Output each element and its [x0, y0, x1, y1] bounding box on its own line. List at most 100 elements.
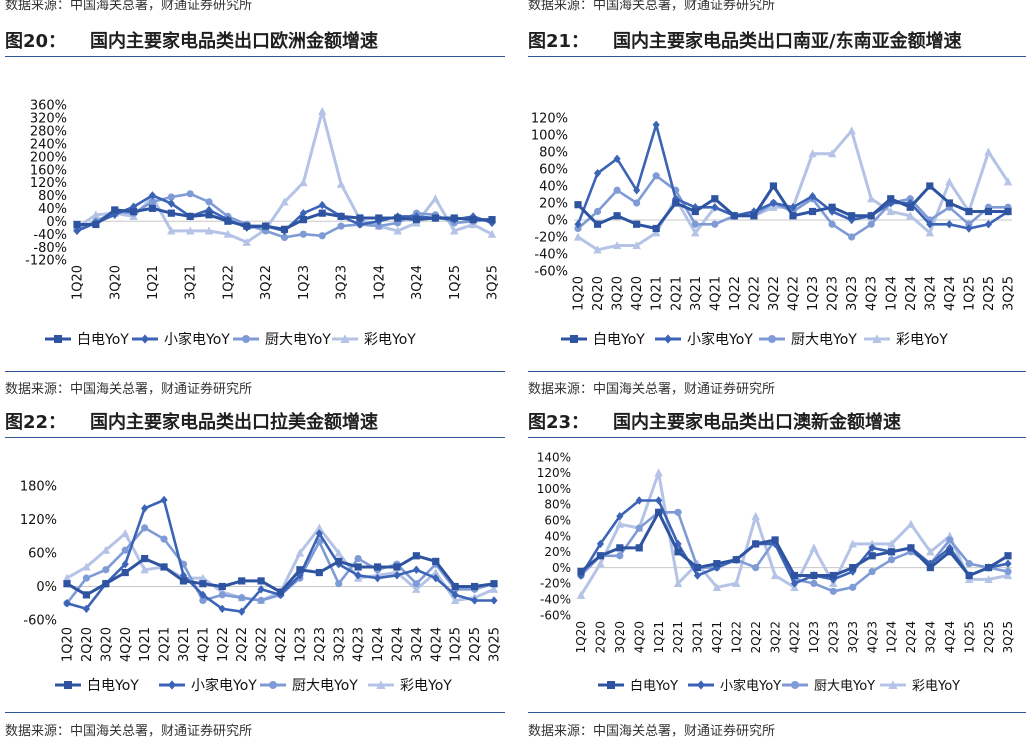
data-point [906, 195, 914, 203]
data-point [593, 220, 602, 228]
data-point [451, 590, 459, 600]
data-point [160, 563, 168, 571]
chart-south-asia: -60% -40% -20% 0% 20% 40% 60% 80% 100% 120% 1Q20 2Q… [531, 112, 1017, 349]
x-tick-label: 2Q24 [904, 276, 919, 311]
data-point [375, 214, 383, 222]
x-tick-label: 1Q24 [371, 627, 386, 662]
legend-marker [64, 681, 72, 689]
legend-label: 彩电YoY [896, 332, 948, 348]
data-point [906, 211, 915, 220]
x-tick-label: 1Q23 [806, 276, 821, 311]
data-point [205, 211, 213, 219]
data-point [167, 199, 175, 208]
chart-bottom-rule [528, 371, 1026, 372]
data-point [828, 220, 836, 228]
data-point [945, 199, 953, 207]
x-tick-label: 2Q22 [235, 627, 250, 662]
data-point [789, 212, 797, 220]
data-point [926, 182, 934, 190]
data-point [613, 186, 621, 194]
legend-marker [697, 680, 705, 690]
data-point [848, 539, 857, 548]
data-point [73, 226, 81, 236]
x-tick-label: 3Q22 [768, 621, 782, 653]
data-point [906, 198, 914, 208]
data-point [769, 182, 778, 190]
figure-number: 图23： [528, 412, 590, 433]
data-point [121, 529, 130, 538]
x-tick-label: 4Q21 [708, 276, 723, 311]
legend-label: 厨大电YoY [814, 679, 875, 694]
data-point [906, 519, 916, 528]
data-point [750, 212, 758, 220]
legend-label: 小家电YoY [164, 331, 230, 348]
x-tick-label: 1Q21 [146, 265, 161, 300]
y-tick-label: 120% [30, 176, 67, 191]
data-point [148, 191, 157, 200]
figure-number: 图20： [5, 31, 67, 52]
data-point [490, 596, 498, 605]
data-point [315, 529, 323, 538]
legend-label: 白电YoY [87, 678, 139, 694]
data-point [593, 245, 602, 254]
y-tick-label: -60% [540, 608, 571, 622]
y-tick-label: 240% [30, 137, 67, 152]
y-tick-label: -60% [534, 265, 568, 280]
data-point [296, 571, 304, 580]
x-tick-label: 3Q22 [255, 627, 270, 662]
x-tick-label: 4Q21 [196, 627, 211, 662]
data-point [867, 212, 875, 220]
data-point [808, 149, 817, 158]
legend-label: 白电YoY [593, 332, 645, 348]
figure-21-source: 数据来源：中国海关总署，财通证券研究所 [528, 382, 776, 397]
data-point [829, 575, 837, 584]
legend-marker [888, 680, 898, 689]
data-point [140, 565, 149, 574]
y-tick-label: 60% [544, 514, 571, 528]
figure-title-text: 国内主要家电品类出口拉美金额增速 [90, 412, 378, 433]
data-point [732, 579, 741, 587]
data-point [613, 212, 621, 220]
data-point [148, 204, 157, 212]
header-source-right: 数据来源：中国海关总署，财通证券研究所 [528, 0, 776, 13]
data-point [315, 523, 324, 532]
x-tick-label: 2Q21 [158, 627, 173, 662]
data-point [1004, 552, 1012, 560]
data-point [490, 580, 498, 588]
chart-bottom-rule [5, 371, 505, 372]
x-tick-label: 1Q25 [962, 276, 977, 311]
x-tick-label: 1Q20 [61, 627, 76, 662]
x-tick-label: 4Q22 [274, 627, 289, 662]
data-point [451, 582, 459, 591]
series-line-4 [75, 110, 494, 244]
figure-21-title: 图21： 国内主要家电品类出口南亚/东南亚金额增速 [528, 27, 962, 53]
data-point [167, 209, 175, 217]
data-point [849, 583, 857, 591]
legend-label: 小家电YoY [687, 331, 753, 348]
data-point [469, 216, 477, 224]
legend-marker [242, 335, 250, 343]
y-tick-label: 160% [30, 163, 67, 178]
data-point [318, 209, 326, 217]
data-point [412, 565, 420, 574]
legend-marker [269, 681, 277, 689]
data-point [262, 222, 270, 230]
y-tick-label: 0% [46, 215, 67, 230]
x-tick-label: 3Q24 [410, 265, 425, 300]
data-point [488, 216, 496, 224]
data-point [945, 220, 953, 229]
data-point [62, 573, 72, 582]
data-point [771, 536, 779, 544]
y-tick-label: 80% [539, 146, 568, 161]
data-point [965, 224, 973, 233]
x-tick-label: 2Q25 [982, 276, 997, 311]
data-point [886, 207, 895, 216]
data-point [887, 556, 896, 564]
data-point [946, 548, 954, 556]
data-point [356, 220, 364, 229]
data-point [965, 571, 973, 580]
data-point [412, 584, 421, 593]
x-tick-label: 4Q23 [865, 276, 880, 311]
x-tick-label: 3Q25 [488, 627, 503, 662]
y-tick-label: 0% [36, 580, 57, 595]
